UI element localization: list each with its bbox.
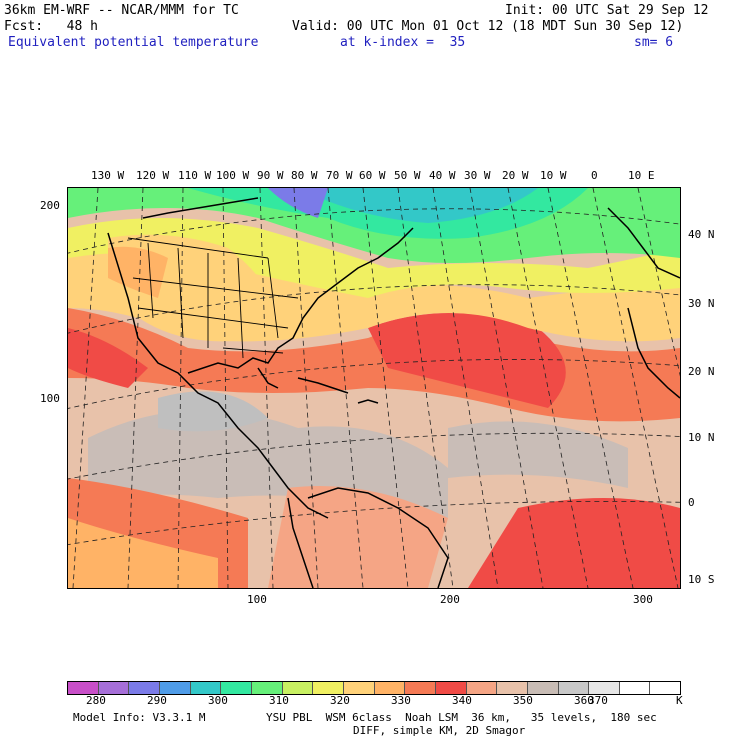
colorbar-unit: K: [676, 694, 683, 707]
colorbar-swatch: [343, 682, 375, 694]
colorbar-swatch: [129, 682, 160, 694]
init-time: Init: 00 UTC Sat 29 Sep 12: [505, 3, 709, 18]
grid-y-label: 100: [40, 392, 60, 405]
grid-x-label: 100: [247, 593, 267, 606]
shading-band: [368, 313, 566, 408]
level-info: at k-index = 35: [340, 35, 466, 50]
lon-label: 30 W: [464, 169, 491, 182]
diffusion-info: DIFF, simple KM, 2D Smagor: [353, 724, 526, 737]
colorbar-label: 290: [147, 694, 167, 707]
lat-label: 0: [688, 496, 695, 509]
colorbar-swatch: [159, 682, 191, 694]
shading-band: [268, 188, 328, 218]
model-title: 36km EM-WRF -- NCAR/MMM for TC: [4, 3, 239, 18]
lat-label: 30 N: [688, 297, 715, 310]
lon-label: 40 W: [429, 169, 456, 182]
lon-label: 10 E: [628, 169, 655, 182]
colorbar-swatch: [190, 682, 222, 694]
colorbar: [67, 681, 681, 695]
lon-label: 130 W: [91, 169, 125, 182]
valid-time: Valid: 00 UTC Mon 01 Oct 12 (18 MDT Sun …: [292, 19, 684, 34]
grid-x-label: 200: [440, 593, 460, 606]
shading-band: [298, 188, 538, 223]
shading-band: [68, 518, 218, 588]
colorbar-swatch: [435, 682, 467, 694]
forecast-hour: Fcst: 48 h: [4, 19, 98, 34]
lat-label: 40 N: [688, 228, 715, 241]
lon-label: 0: [591, 169, 598, 182]
shading-band: [468, 498, 680, 588]
field-name: Equivalent potential temperature: [8, 35, 259, 50]
colorbar-swatch: [251, 682, 283, 694]
colorbar-swatch: [558, 682, 590, 694]
colorbar-label: 340: [452, 694, 472, 707]
colorbar-swatch: [650, 682, 681, 694]
smoothing-info: sm= 6: [634, 35, 674, 50]
lon-label: 70 W: [326, 169, 353, 182]
shading-band: [448, 421, 628, 488]
grid-y-label: 200: [40, 199, 60, 212]
colorbar-swatch: [589, 682, 620, 694]
lon-label: 90 W: [257, 169, 284, 182]
colorbar-label: 330: [391, 694, 411, 707]
coastlines: [107, 197, 680, 588]
lat-label: 10 N: [688, 431, 715, 444]
colorbar-swatch: [405, 682, 436, 694]
lon-label: 10 W: [540, 169, 567, 182]
colorbar-swatch: [282, 682, 314, 694]
colorbar-label: 360: [574, 694, 594, 707]
colorbar-label: 310: [269, 694, 289, 707]
colorbar-label: 320: [330, 694, 350, 707]
colorbar-swatch: [98, 682, 130, 694]
lon-label: 20 W: [502, 169, 529, 182]
lat-lon-grid: [68, 188, 680, 588]
colorbar-label: 350: [513, 694, 533, 707]
physics-info: YSU PBL WSM 6class Noah LSM 36 km, 35 le…: [266, 711, 657, 724]
map-panel: [67, 187, 681, 589]
colorbar-swatch: [527, 682, 559, 694]
lon-label: 110 W: [178, 169, 212, 182]
colorbar-label: 280: [86, 694, 106, 707]
colorbar-swatch: [497, 682, 528, 694]
lon-label: 120 W: [136, 169, 170, 182]
lon-label: 100 W: [216, 169, 250, 182]
shading-band: [68, 218, 680, 298]
shading-band: [158, 391, 268, 432]
model-info: Model Info: V3.3.1 M: [73, 711, 206, 724]
lat-label: 10 S: [688, 573, 715, 586]
lon-label: 80 W: [291, 169, 318, 182]
colorbar-swatch: [313, 682, 344, 694]
equivalent-potential-temperature-map: [68, 188, 680, 588]
colorbar-swatch: [68, 682, 99, 694]
colorbar-swatch: [221, 682, 252, 694]
colorbar-swatch: [619, 682, 651, 694]
colorbar-swatch: [466, 682, 498, 694]
political-borders: [127, 237, 299, 359]
lat-label: 20 N: [688, 365, 715, 378]
colorbar-label: 300: [208, 694, 228, 707]
colorbar-label: 370: [588, 694, 608, 707]
colorbar-swatch: [374, 682, 406, 694]
grid-x-label: 300: [633, 593, 653, 606]
lon-label: 60 W: [359, 169, 386, 182]
shading-band: [108, 246, 168, 298]
lon-label: 50 W: [394, 169, 421, 182]
